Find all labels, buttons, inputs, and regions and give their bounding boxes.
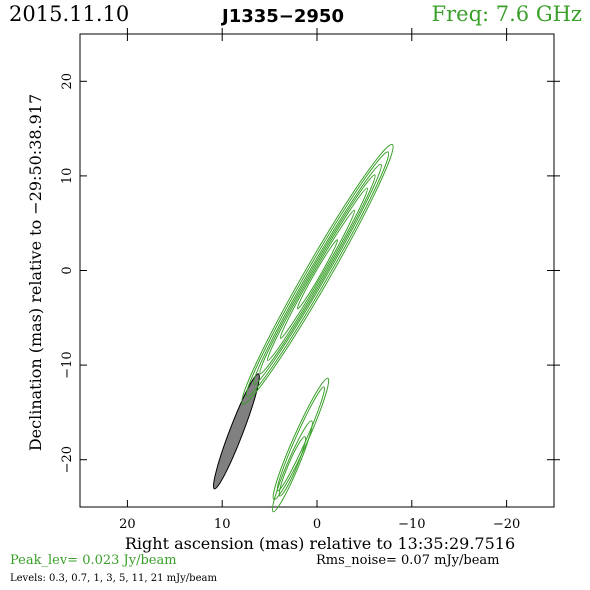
contour-line bbox=[296, 239, 339, 310]
frequency-label: Freq: 7.6 GHz bbox=[431, 2, 582, 26]
y-tick-label: −20 bbox=[60, 446, 75, 473]
contour-line bbox=[253, 163, 382, 385]
contour-line bbox=[259, 174, 376, 375]
y-tick-label: 10 bbox=[60, 168, 75, 185]
beam-ellipse bbox=[212, 373, 260, 490]
y-axis-label: Declination (mas) relative to −29:50:38.… bbox=[26, 94, 45, 451]
peak-level: Peak_lev= 0.023 Jy/beam bbox=[10, 553, 177, 568]
x-tick-label: 20 bbox=[119, 517, 136, 532]
contour-line bbox=[278, 436, 307, 497]
rms-noise: Rms_noise= 0.07 mJy/beam bbox=[316, 553, 500, 568]
contour-line bbox=[266, 187, 368, 362]
contour-line bbox=[245, 151, 390, 398]
y-tick-label: 0 bbox=[60, 266, 75, 274]
contour-line bbox=[279, 209, 356, 339]
x-tick-label: −20 bbox=[493, 517, 520, 532]
contour-line bbox=[241, 143, 394, 405]
observation-date: 2015.11.10 bbox=[9, 2, 130, 26]
plot-frame bbox=[79, 33, 555, 508]
y-tick-label: 20 bbox=[60, 73, 75, 90]
contour-line bbox=[276, 386, 326, 492]
contour-line bbox=[272, 377, 330, 501]
contour-line bbox=[271, 420, 313, 513]
x-axis-label: Right ascension (mas) relative to 13:35:… bbox=[125, 534, 515, 553]
x-tick-label: 0 bbox=[313, 517, 321, 532]
x-tick-label: −10 bbox=[398, 517, 425, 532]
source-name: J1335−2950 bbox=[222, 6, 344, 27]
y-tick-label: −10 bbox=[60, 351, 75, 378]
x-tick-label: 10 bbox=[214, 517, 231, 532]
contour-levels: Levels: 0.3, 0.7, 1, 3, 5, 11, 21 mJy/be… bbox=[10, 573, 217, 584]
